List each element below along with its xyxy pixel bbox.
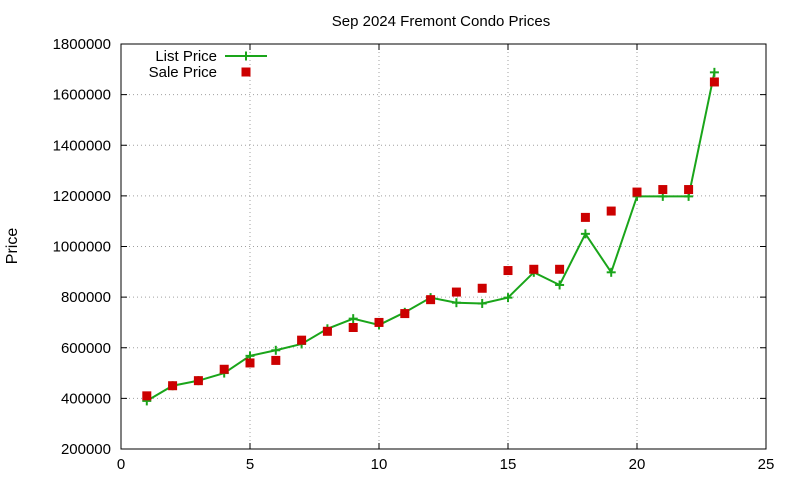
data-point bbox=[606, 206, 616, 216]
legend-marker bbox=[241, 67, 251, 77]
data-point bbox=[684, 185, 694, 195]
data-point bbox=[580, 212, 590, 222]
data-point bbox=[709, 67, 719, 77]
plot-area bbox=[142, 67, 719, 406]
y-tick-label: 200000 bbox=[61, 441, 111, 458]
y-axis-label: Price bbox=[4, 228, 21, 265]
legend-label: Sale Price bbox=[149, 64, 217, 81]
y-tick-label: 1000000 bbox=[53, 239, 111, 256]
legend-marker bbox=[241, 51, 251, 61]
data-point bbox=[555, 264, 565, 274]
y-tick-label: 400000 bbox=[61, 390, 111, 407]
legend-label: List Price bbox=[155, 48, 217, 65]
data-point bbox=[426, 295, 436, 305]
data-point bbox=[400, 309, 410, 319]
data-point bbox=[142, 391, 152, 401]
data-point bbox=[297, 335, 307, 345]
y-tick-label: 800000 bbox=[61, 289, 111, 306]
x-tick-label: 5 bbox=[246, 456, 254, 473]
data-point bbox=[477, 283, 487, 293]
data-point bbox=[271, 355, 281, 365]
data-point bbox=[193, 376, 203, 386]
y-tick-label: 1800000 bbox=[53, 36, 111, 53]
data-point bbox=[451, 298, 461, 308]
x-tick-label: 0 bbox=[117, 456, 125, 473]
series-line bbox=[146, 72, 716, 402]
y-tick-label: 600000 bbox=[61, 340, 111, 357]
grid bbox=[121, 44, 766, 449]
data-point bbox=[219, 364, 229, 374]
y-tick-label: 1600000 bbox=[53, 87, 111, 104]
data-point bbox=[503, 293, 513, 303]
data-point bbox=[245, 358, 255, 368]
data-point bbox=[580, 229, 590, 239]
x-tick-label: 20 bbox=[629, 456, 646, 473]
data-point bbox=[168, 381, 178, 391]
data-point bbox=[606, 267, 616, 277]
data-point bbox=[529, 264, 539, 274]
x-tick-label: 15 bbox=[500, 456, 517, 473]
data-point bbox=[451, 287, 461, 297]
data-point bbox=[374, 317, 384, 327]
x-tick-label: 25 bbox=[758, 456, 775, 473]
series-sale-price bbox=[142, 77, 719, 401]
chart-title: Sep 2024 Fremont Condo Prices bbox=[332, 13, 550, 30]
y-tick-label: 1200000 bbox=[53, 188, 111, 205]
data-point bbox=[322, 326, 332, 336]
data-point bbox=[658, 185, 668, 195]
y-tick-label: 1400000 bbox=[53, 137, 111, 154]
data-point bbox=[709, 77, 719, 87]
data-point bbox=[271, 345, 281, 355]
data-point bbox=[348, 314, 358, 324]
data-point bbox=[632, 187, 642, 197]
data-point bbox=[555, 280, 565, 290]
axis-ticks: 0 5 10 15 20 25 200000 400000 600000 800000 100000… bbox=[53, 36, 775, 473]
series-list-price bbox=[142, 67, 719, 406]
plot-frame bbox=[120, 43, 767, 450]
x-tick-label: 10 bbox=[371, 456, 388, 473]
data-point bbox=[477, 298, 487, 308]
data-point bbox=[348, 323, 358, 332]
data-point bbox=[503, 266, 513, 276]
